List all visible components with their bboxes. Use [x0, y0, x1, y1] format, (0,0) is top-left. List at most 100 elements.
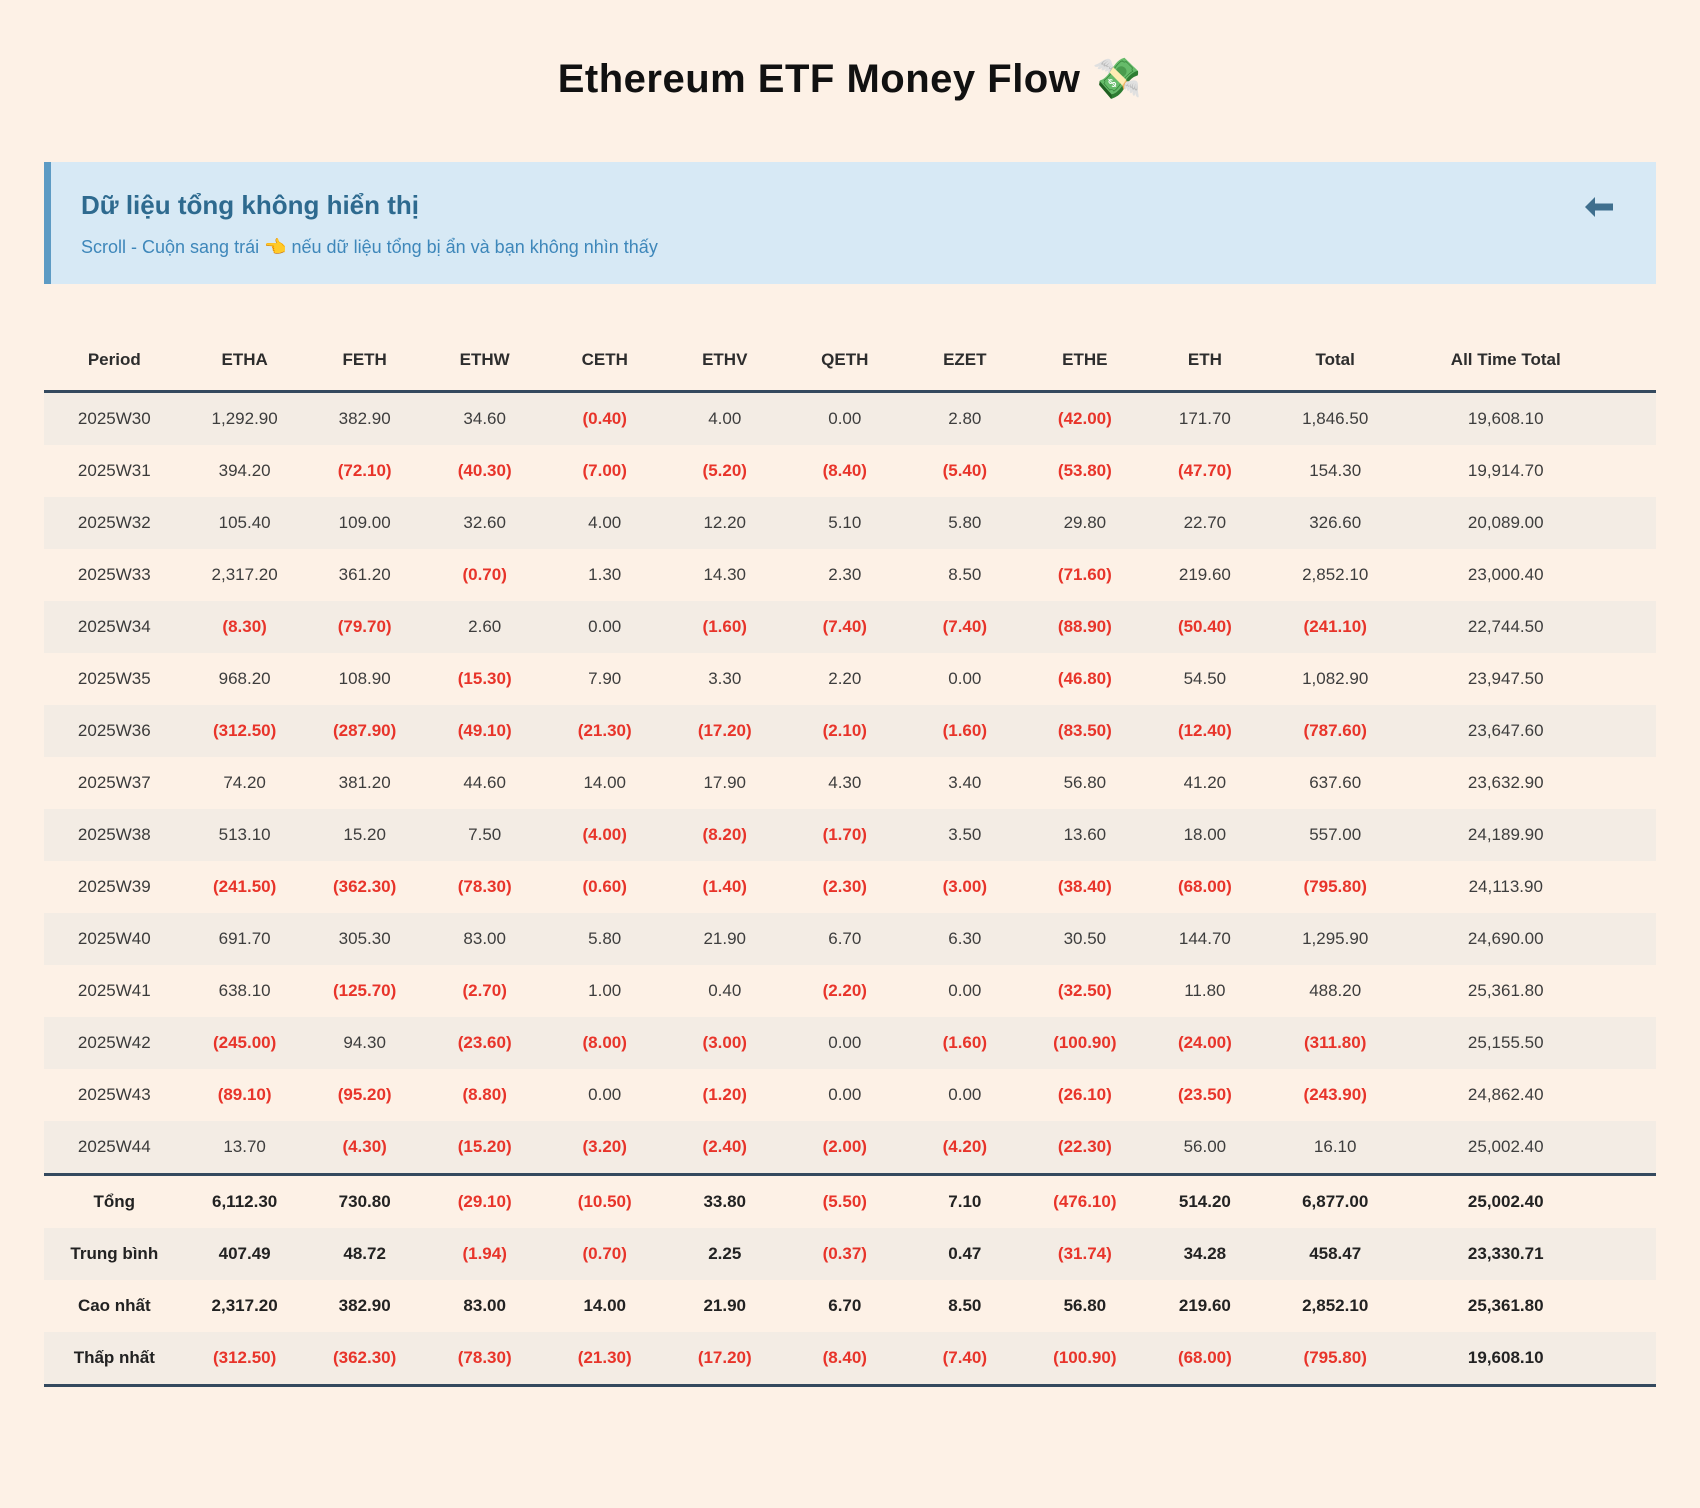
column-header: FETH — [304, 334, 425, 393]
value-cell: 6.70 — [828, 1296, 862, 1315]
value-cell: (2.10) — [822, 721, 867, 740]
table-row: 2025W31 394.20 (72.10) (40.30) (7.00) (5.20) (… — [44, 445, 1656, 497]
column-header: EZET — [904, 334, 1025, 393]
money-flow-table-scroll-area[interactable]: Period ETHA FETH ETHW CETH ETHV QETH EZET ETHE ET… — [44, 334, 1656, 1387]
value-cell: 19,914.70 — [1467, 461, 1544, 480]
value-cell: 637.60 — [1309, 773, 1362, 792]
value-cell: 24,862.40 — [1467, 1085, 1544, 1104]
value-cell: (78.30) — [424, 1332, 545, 1387]
value-cell: (46.80) — [1057, 669, 1112, 688]
value-cell: 19,608.10 — [1467, 409, 1544, 428]
value-cell: (1.60) — [942, 1033, 988, 1052]
value-cell: 29.80 — [1063, 513, 1107, 532]
value-cell: 34.60 — [463, 409, 506, 428]
value-cell: (5.20) — [702, 461, 747, 480]
table-header: Period ETHA FETH ETHW CETH ETHV QETH EZET ETHE ET… — [44, 334, 1656, 393]
value-cell: (72.10) — [337, 461, 392, 480]
value-cell: 14.00 — [583, 773, 626, 792]
value-cell: 2,852.10 — [1302, 1296, 1369, 1315]
value-cell: 17.90 — [703, 773, 747, 792]
column-header: ETHE — [1024, 334, 1145, 393]
value-cell: 13.60 — [1063, 825, 1107, 844]
value-cell: (8.20) — [702, 825, 747, 844]
value-cell: (4.30) — [342, 1137, 387, 1156]
value-cell: (787.60) — [1303, 721, 1367, 740]
value-cell: (100.90) — [1053, 1033, 1117, 1052]
table-row: 2025W34 (8.30) (79.70) 2.60 0.00 (1.60) (7.40)… — [44, 601, 1656, 653]
period-cell: 2025W33 — [77, 565, 151, 584]
table-row: 2025W32 105.40 109.00 32.60 4.00 12.20 5.10 5.8… — [44, 497, 1656, 549]
value-cell: (53.80) — [1057, 461, 1112, 480]
value-cell: 2.60 — [468, 617, 502, 636]
value-cell: 56.80 — [1063, 1296, 1107, 1315]
value-cell: 3.40 — [948, 773, 982, 792]
table-row: 2025W37 74.20 381.20 44.60 14.00 17.90 4.30 3.4… — [44, 757, 1656, 809]
value-cell: 83.00 — [463, 1296, 506, 1315]
value-cell: (31.74) — [1057, 1244, 1112, 1263]
value-cell: 1,292.90 — [211, 409, 278, 428]
value-cell: 382.90 — [338, 409, 391, 428]
value-cell: 32.60 — [463, 513, 506, 532]
value-cell: 6,112.30 — [184, 1173, 305, 1228]
value-cell: 2.20 — [828, 669, 862, 688]
value-cell: 305.30 — [338, 929, 391, 948]
value-cell: (8.80) — [462, 1085, 507, 1104]
value-cell: 1,082.90 — [1302, 669, 1369, 688]
banner-subtext: Scroll - Cuộn sang trái 👈 nếu dữ liệu tổ… — [81, 237, 658, 257]
value-cell: 23,647.60 — [1467, 721, 1544, 740]
value-cell: 83.00 — [463, 929, 506, 948]
value-cell: (1.60) — [942, 721, 988, 740]
value-cell: (42.00) — [1057, 409, 1112, 428]
column-header: CETH — [544, 334, 665, 393]
value-cell: 108.90 — [338, 669, 391, 688]
value-cell: (83.50) — [1057, 721, 1112, 740]
value-cell: 74.20 — [223, 773, 266, 792]
value-cell: (0.37) — [822, 1244, 867, 1263]
value-cell: (8.40) — [784, 1332, 905, 1387]
value-cell: (0.70) — [582, 1244, 627, 1263]
info-banner: Dữ liệu tổng không hiển thị Scroll - Cuộ… — [44, 162, 1656, 284]
value-cell: (21.30) — [544, 1332, 665, 1387]
value-cell: 23,330.71 — [1467, 1244, 1544, 1263]
value-cell: (23.50) — [1177, 1085, 1232, 1104]
value-cell: (21.30) — [577, 721, 632, 740]
value-cell: (8.40) — [822, 461, 867, 480]
value-cell: 1,295.90 — [1302, 929, 1369, 948]
period-cell: 2025W31 — [77, 461, 151, 480]
value-cell: 7.50 — [468, 825, 502, 844]
value-cell: 488.20 — [1309, 981, 1362, 1000]
value-cell: (89.10) — [217, 1085, 272, 1104]
table-row: 2025W44 13.70 (4.30) (15.20) (3.20) (2.40) (2.… — [44, 1121, 1656, 1175]
period-cell: 2025W36 — [77, 721, 151, 740]
value-cell: (8.30) — [222, 617, 267, 636]
value-cell: (7.40) — [942, 617, 988, 636]
summary-row: Tổng 6,112.30 730.80 (29.10) (10.50) 33.80 (5.… — [44, 1173, 1656, 1228]
value-cell: 105.40 — [218, 513, 271, 532]
value-cell: (10.50) — [544, 1173, 665, 1228]
value-cell: (312.50) — [184, 1332, 305, 1387]
value-cell: (15.30) — [457, 669, 512, 688]
value-cell: (1.94) — [462, 1244, 507, 1263]
value-cell: 691.70 — [218, 929, 271, 948]
value-cell: 8.50 — [948, 565, 982, 584]
value-cell: 6,877.00 — [1264, 1173, 1406, 1228]
value-cell: (100.90) — [1024, 1332, 1145, 1387]
value-cell: (241.10) — [1303, 617, 1367, 636]
value-cell: 22.70 — [1183, 513, 1227, 532]
value-cell: 513.10 — [218, 825, 271, 844]
value-cell: 19,608.10 — [1405, 1332, 1656, 1387]
value-cell: (312.50) — [212, 721, 277, 740]
value-cell: 13.70 — [223, 1137, 266, 1156]
value-cell: (49.10) — [457, 721, 512, 740]
value-cell: 3.50 — [948, 825, 982, 844]
value-cell: 21.90 — [703, 929, 747, 948]
value-cell: (68.00) — [1144, 1332, 1265, 1387]
value-cell: 2,317.20 — [211, 565, 278, 584]
value-cell: (50.40) — [1177, 617, 1232, 636]
value-cell: 557.00 — [1309, 825, 1362, 844]
value-cell: 407.49 — [218, 1244, 271, 1263]
value-cell: 219.60 — [1178, 1296, 1231, 1315]
value-cell: 1,846.50 — [1302, 409, 1369, 428]
value-cell: 514.20 — [1144, 1173, 1265, 1228]
table-row: 2025W39 (241.50) (362.30) (78.30) (0.60) (1.4… — [44, 861, 1656, 913]
